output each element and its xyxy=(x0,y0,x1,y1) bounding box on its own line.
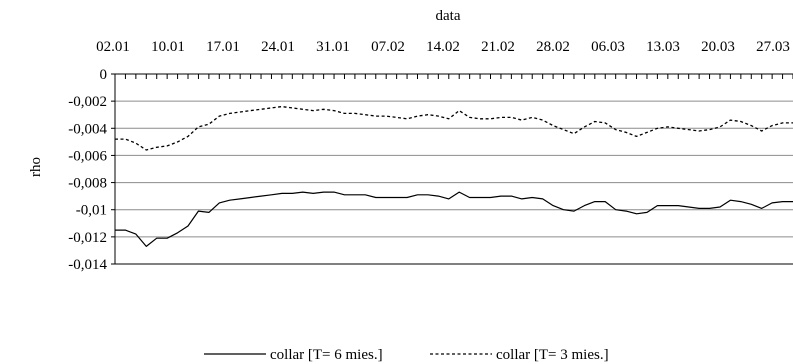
legend-label-2: collar [T= 3 mies.] xyxy=(496,347,609,363)
x-tick-label: 13.03 xyxy=(646,39,680,55)
x-axis-label: data xyxy=(436,8,461,24)
x-tick-label: 24.01 xyxy=(261,39,295,55)
x-tick-label: 31.01 xyxy=(316,39,350,55)
x-tick-label: 10.01 xyxy=(151,39,185,55)
y-tick-label: -0,006 xyxy=(68,148,107,164)
y-tick-label: -0,01 xyxy=(76,203,107,219)
y-tick-label: -0,002 xyxy=(68,94,107,110)
series-lines xyxy=(115,105,793,247)
x-tick-label: 07.02 xyxy=(371,39,405,55)
x-tick-label: 21.02 xyxy=(481,39,515,55)
y-tick-labels: 0 -0,002 -0,004 -0,006 -0,008 -0,01 -0,012 -0,0… xyxy=(68,67,107,273)
series-line-1 xyxy=(115,191,793,247)
legend: collar [T= 6 mies.] collar [T= 3 mies.] xyxy=(204,347,609,363)
x-tick-label: 14.02 xyxy=(426,39,460,55)
x-tick-label: 06.03 xyxy=(591,39,625,55)
legend-label-1: collar [T= 6 mies.] xyxy=(270,347,383,363)
gridlines xyxy=(111,73,793,265)
y-tick-label: -0,004 xyxy=(68,121,107,137)
y-tick-label: 0 xyxy=(100,67,108,83)
x-tick-labels: 02.01 10.01 17.01 24.01 31.01 07.02 14.02 21.02… xyxy=(96,39,790,55)
x-tick-label: 27.03 xyxy=(756,39,790,55)
y-tick-label: -0,012 xyxy=(68,230,107,246)
x-tick-label: 17.01 xyxy=(206,39,240,55)
y-tick-label: -0,008 xyxy=(68,176,107,192)
y-axis-label: rho xyxy=(28,157,44,177)
y-tick-label: -0,014 xyxy=(68,257,107,273)
x-tick-label: 02.01 xyxy=(96,39,130,55)
x-tick-label: 20.03 xyxy=(701,39,735,55)
axes xyxy=(114,73,793,265)
x-tick-label: 28.02 xyxy=(536,39,570,55)
